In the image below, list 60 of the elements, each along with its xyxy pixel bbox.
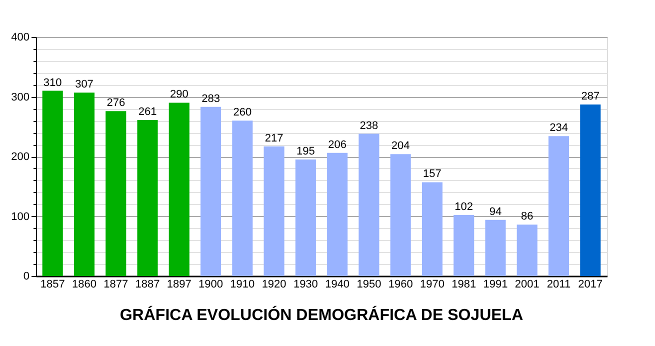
bar [74, 92, 95, 276]
x-tick-label: 1940 [325, 278, 350, 290]
data-label: 260 [233, 106, 252, 119]
data-label: 234 [550, 122, 568, 134]
y-tick-label: 100 [11, 210, 30, 223]
bar [390, 154, 411, 276]
y-tick-label: 0 [23, 270, 30, 282]
bar [485, 220, 506, 276]
data-label: 206 [328, 138, 346, 151]
bar [42, 90, 63, 276]
bar [327, 152, 348, 276]
x-tick-label: 1991 [483, 278, 508, 290]
bar [422, 182, 442, 276]
x-tick-label: 1970 [420, 278, 444, 290]
x-tick-label: 2001 [514, 278, 540, 290]
data-label: 307 [75, 78, 94, 91]
data-label: 217 [264, 132, 284, 144]
y-tick-label: 300 [11, 91, 30, 104]
x-tick-label: 1860 [72, 278, 96, 290]
x-tick-label: 2017 [578, 278, 603, 290]
data-label: 310 [43, 76, 62, 89]
data-label: 287 [581, 90, 600, 103]
data-label: 102 [454, 201, 474, 214]
x-tick-label: 1887 [135, 278, 160, 290]
x-tick-label: 1857 [40, 278, 65, 290]
bar [200, 106, 222, 276]
x-tick-label: 1960 [388, 278, 413, 290]
bar [516, 224, 538, 276]
bar [295, 159, 316, 276]
x-tick-label: 2011 [546, 278, 571, 290]
x-tick-label: 1920 [262, 278, 286, 290]
x-tick-label: 1950 [356, 278, 382, 290]
bar [264, 146, 284, 276]
text: GRÁFICA EVOLUCIÓN DEMOGRÁFICA DE SOJUELA [120, 305, 524, 324]
y-tick-label: 400 [11, 32, 30, 44]
bar [137, 120, 158, 276]
data-label: 261 [138, 106, 157, 118]
data-label: 94 [489, 206, 502, 218]
bar [548, 136, 570, 276]
bar [580, 104, 601, 276]
y-tick-label: 200 [11, 151, 30, 163]
data-label: 238 [360, 120, 378, 132]
bar [168, 102, 190, 276]
x-tick-label: 1930 [293, 278, 318, 290]
data-label: 86 [521, 210, 534, 223]
data-label: 283 [202, 92, 220, 105]
data-label: 276 [106, 97, 126, 110]
bar [232, 120, 253, 276]
data-label: 157 [423, 168, 442, 180]
data-label: 204 [391, 140, 410, 152]
data-label: 195 [296, 145, 315, 158]
x-tick-label: 1897 [166, 278, 192, 290]
bar [106, 111, 126, 276]
bar [358, 134, 380, 276]
x-tick-label: 1981 [452, 278, 476, 290]
x-tick-label: 1910 [230, 278, 255, 290]
x-tick-label: 1900 [198, 278, 224, 290]
data-label: 290 [170, 88, 188, 101]
x-tick-label: 1877 [104, 278, 128, 290]
bar [454, 215, 474, 276]
